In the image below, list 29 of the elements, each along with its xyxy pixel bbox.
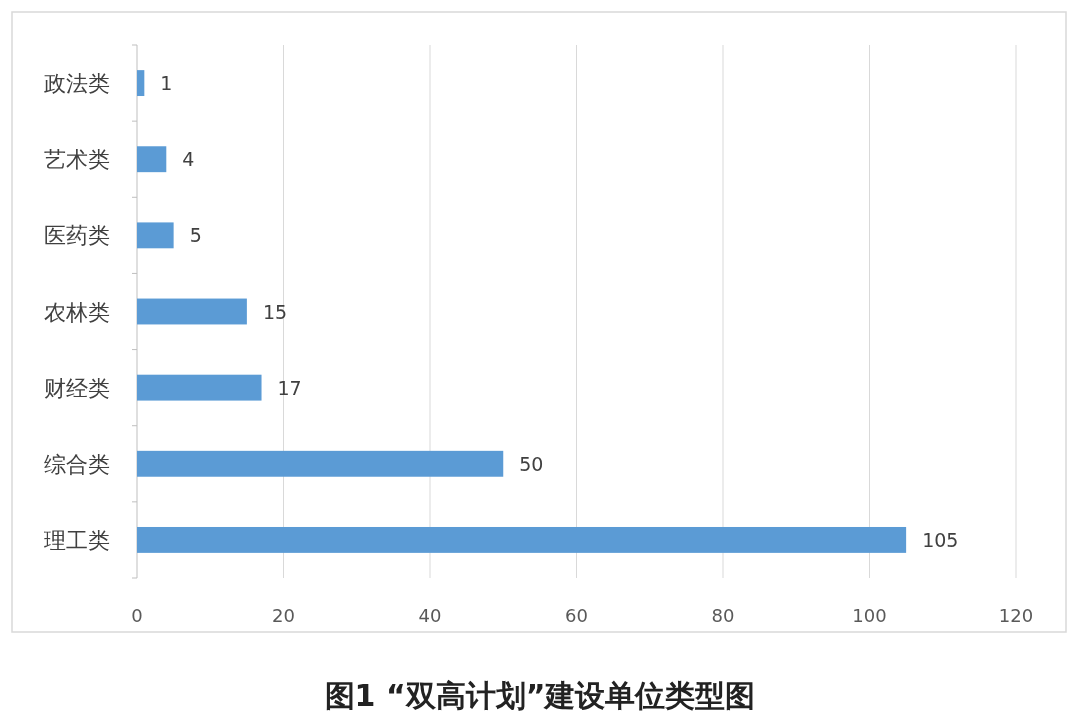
bar — [137, 450, 504, 477]
y-tick-label: 艺术类 — [44, 147, 110, 173]
x-tick-label: 120 — [998, 605, 1034, 626]
y-tick-label: 理工类 — [44, 527, 110, 553]
data-label: 4 — [182, 148, 195, 171]
bar — [137, 374, 262, 401]
data-label: 50 — [519, 452, 544, 475]
y-tick-label: 医药类 — [44, 223, 110, 249]
y-tick-label: 农林类 — [44, 299, 110, 325]
x-tick-label: 0 — [131, 605, 143, 626]
y-tick-label: 财经类 — [44, 375, 110, 401]
y-tick-label: 政法类 — [44, 71, 110, 97]
data-label: 1 — [160, 72, 173, 95]
x-tick-label: 60 — [565, 605, 588, 626]
x-tick-label: 20 — [272, 605, 295, 626]
x-tick-label: 100 — [852, 605, 887, 626]
x-tick-label: 80 — [711, 605, 735, 626]
data-label: 5 — [189, 224, 202, 247]
bar — [137, 526, 907, 553]
data-label: 15 — [262, 300, 288, 323]
bar — [137, 222, 174, 249]
bar — [137, 298, 247, 325]
bar — [137, 70, 145, 97]
y-tick-label: 综合类 — [44, 451, 110, 477]
text: 图1 “双高计划”建设单位类型图 — [324, 678, 756, 713]
x-tick-label: 40 — [418, 605, 442, 626]
bar — [137, 146, 167, 173]
data-label: 17 — [277, 376, 302, 399]
data-label: 105 — [922, 528, 959, 551]
